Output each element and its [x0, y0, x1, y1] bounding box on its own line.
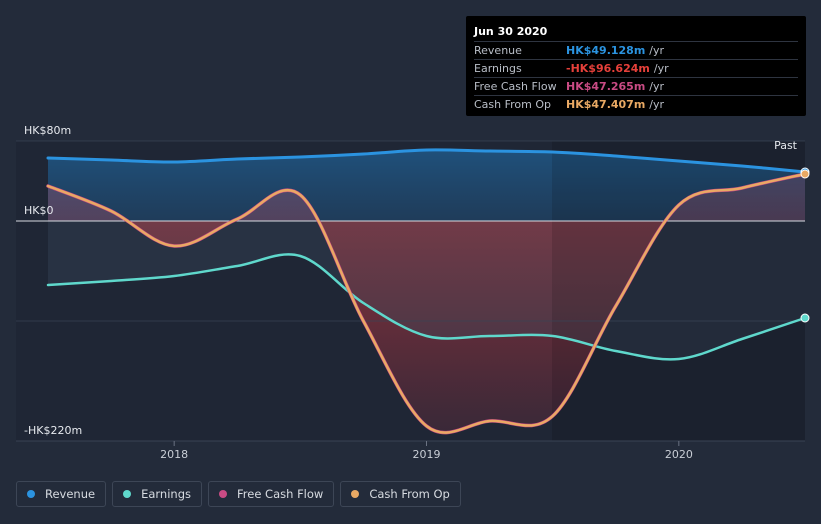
- tooltip-label: Free Cash Flow: [474, 80, 557, 93]
- legend-label: Cash From Op: [369, 487, 450, 501]
- legend-item-free-cash-flow[interactable]: Free Cash Flow: [208, 481, 335, 507]
- legend-dot-icon: [219, 490, 227, 498]
- tooltip-value: HK$47.407m: [566, 98, 646, 111]
- tooltip-unit: /yr: [649, 98, 665, 111]
- tooltip-label: Earnings: [474, 62, 522, 75]
- tooltip-label: Revenue: [474, 44, 522, 57]
- tooltip-row-cash-from-op: Cash From Op HK$47.407m /yr: [474, 95, 798, 113]
- y-tick-label: -HK$220m: [24, 424, 82, 437]
- tooltip-row-revenue: Revenue HK$49.128m /yr: [474, 41, 798, 59]
- y-tick-label: HK$80m: [24, 124, 71, 137]
- x-tick-label: 2018: [160, 448, 188, 461]
- tooltip-unit: /yr: [653, 62, 669, 75]
- x-tick-label: 2020: [665, 448, 693, 461]
- tooltip: Jun 30 2020 Revenue HK$49.128m /yr Earni…: [466, 16, 806, 116]
- legend-item-cash-from-op[interactable]: Cash From Op: [340, 481, 461, 507]
- tooltip-value: -HK$96.624m: [566, 62, 650, 75]
- forecast-region: [552, 141, 805, 441]
- legend-item-revenue[interactable]: Revenue: [16, 481, 107, 507]
- cash-from-op-line: [46, 172, 807, 434]
- y-tick-label: HK$0: [24, 204, 53, 217]
- revenue-line: [46, 148, 807, 174]
- legend-item-earnings[interactable]: Earnings: [112, 481, 202, 507]
- tooltip-label: Cash From Op: [474, 98, 552, 111]
- earnings-area: [48, 221, 805, 360]
- legend-dot-icon: [351, 490, 360, 498]
- tooltip-value: HK$47.265m: [566, 80, 646, 93]
- revenue-area: [48, 149, 805, 221]
- legend-label: Free Cash Flow: [237, 487, 324, 501]
- tooltip-date: Jun 30 2020: [474, 25, 548, 38]
- cash-from-op-area: [48, 174, 805, 433]
- x-tick-label: 2019: [413, 448, 441, 461]
- past-label: Past: [774, 139, 798, 152]
- tooltip-row-earnings: Earnings -HK$96.624m /yr: [474, 59, 798, 77]
- legend-label: Earnings: [141, 487, 191, 501]
- legend-label: Revenue: [45, 487, 96, 501]
- legend-dot-icon: [27, 490, 35, 498]
- tooltip-unit: /yr: [649, 44, 665, 57]
- legend: Revenue Earnings Free Cash Flow Cash Fro…: [16, 481, 467, 507]
- cash-from-op-end-marker: [800, 169, 810, 179]
- tooltip-row-free-cash-flow: Free Cash Flow HK$47.265m /yr: [474, 77, 798, 95]
- tooltip-unit: /yr: [649, 80, 665, 93]
- earnings-end-marker: [800, 313, 810, 323]
- earnings-line: [46, 253, 807, 361]
- legend-dot-icon: [123, 490, 132, 498]
- tooltip-value: HK$49.128m: [566, 44, 646, 57]
